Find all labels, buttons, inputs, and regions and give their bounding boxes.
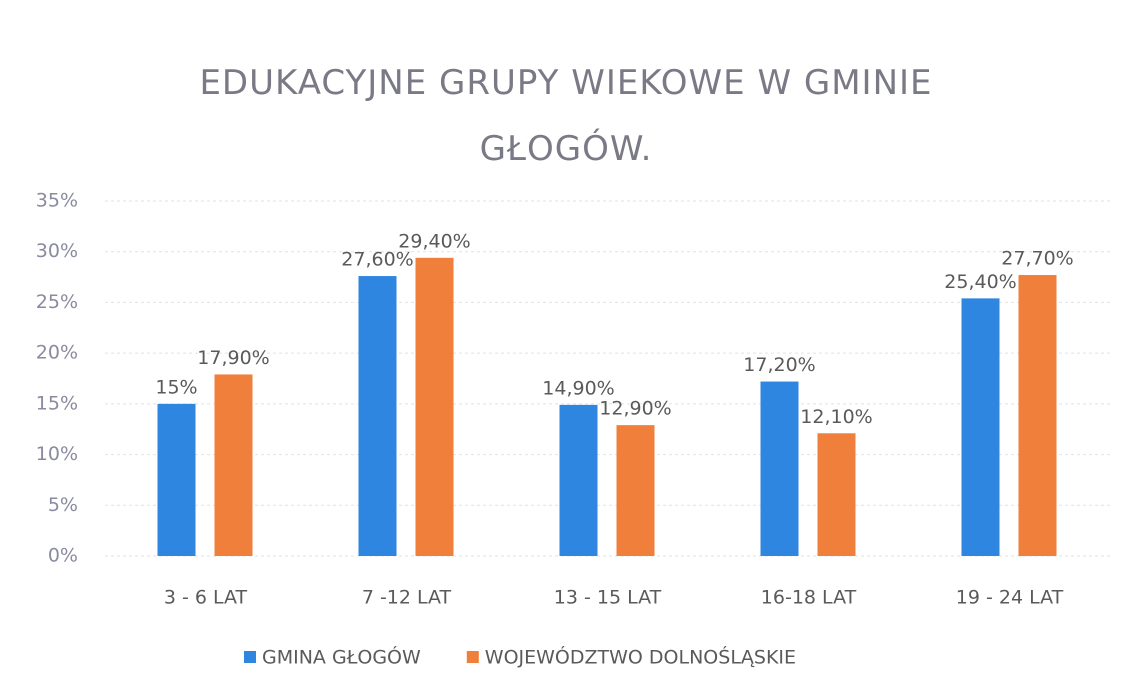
y-tick-label: 25% [36, 291, 78, 313]
y-tick-label: 5% [48, 494, 78, 516]
x-tick-label: 19 - 24 LAT [956, 587, 1064, 609]
x-tick-label: 16-18 LAT [761, 587, 857, 609]
legend-swatch [244, 651, 256, 663]
data-label: 12,10% [800, 406, 872, 428]
bar [616, 425, 655, 556]
bar [760, 381, 799, 556]
chart-title: EDUKACYJNE GRUPY WIEKOWE W GMINIE GŁOGÓW… [199, 63, 933, 169]
y-tick-label: 0% [48, 545, 78, 567]
data-label: 12,90% [599, 398, 671, 420]
data-label: 17,90% [197, 347, 269, 369]
y-tick-label: 35% [36, 190, 78, 212]
bar [157, 403, 196, 556]
bar [1018, 275, 1057, 556]
y-tick-label: 10% [36, 443, 78, 465]
data-label: 29,40% [398, 230, 470, 252]
legend-label: GMINA GŁOGÓW [262, 645, 421, 669]
legend-swatch [466, 651, 479, 663]
bar [817, 433, 856, 556]
x-tick-label: 3 - 6 LAT [164, 587, 248, 609]
y-tick-label: 30% [36, 240, 78, 262]
y-tick-label: 20% [36, 342, 78, 364]
data-label: 17,20% [743, 354, 815, 376]
data-label: 25,40% [944, 271, 1016, 293]
bar [415, 257, 454, 556]
data-label: 14,90% [542, 377, 614, 399]
y-tick-label: 15% [36, 392, 78, 414]
bar [559, 404, 598, 556]
bar [961, 298, 1000, 556]
data-label: 27,70% [1001, 248, 1073, 270]
legend-label: WOJEWÓDZTWO DOLNOŚLĄSKIE [485, 645, 796, 669]
data-label: 15% [155, 376, 197, 398]
bar [358, 276, 397, 556]
x-tick-label: 13 - 15 LAT [554, 587, 662, 609]
x-tick-label: 7 -12 LAT [362, 587, 452, 609]
data-label: 27,60% [341, 249, 413, 271]
bar [214, 374, 253, 556]
